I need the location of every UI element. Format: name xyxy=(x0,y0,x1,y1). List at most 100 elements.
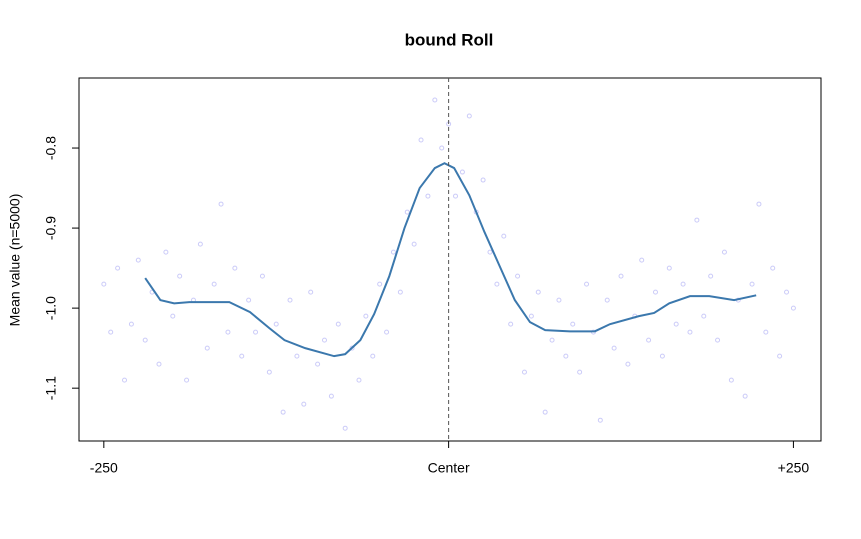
point xyxy=(749,281,755,287)
point xyxy=(715,337,721,343)
point xyxy=(335,321,341,327)
point xyxy=(728,377,734,383)
point xyxy=(301,401,307,407)
point xyxy=(556,297,562,303)
point xyxy=(294,353,300,359)
point xyxy=(315,361,321,367)
point xyxy=(694,217,700,223)
point xyxy=(528,313,534,319)
point xyxy=(625,361,631,367)
x-tick-label: +250 xyxy=(778,460,810,476)
point xyxy=(439,145,445,151)
point xyxy=(363,313,369,319)
point xyxy=(459,169,465,175)
point xyxy=(356,377,362,383)
point xyxy=(646,337,652,343)
point xyxy=(204,345,210,351)
y-tick-label: -0.8 xyxy=(43,136,59,160)
point xyxy=(784,289,790,295)
point xyxy=(666,265,672,271)
point xyxy=(432,97,438,103)
point xyxy=(577,369,583,375)
point xyxy=(659,353,665,359)
point xyxy=(611,345,617,351)
point xyxy=(218,201,224,207)
point xyxy=(742,393,748,399)
point xyxy=(487,249,493,255)
point xyxy=(101,281,107,287)
point xyxy=(184,377,190,383)
plot-frame xyxy=(78,77,822,442)
point xyxy=(225,329,231,335)
point xyxy=(328,393,334,399)
point xyxy=(453,193,459,199)
point xyxy=(321,337,327,343)
point xyxy=(397,289,403,295)
point xyxy=(756,201,762,207)
y-tick-label: -1.0 xyxy=(43,296,59,320)
point xyxy=(466,113,472,119)
point xyxy=(570,321,576,327)
point xyxy=(135,257,141,263)
point xyxy=(680,281,686,287)
point xyxy=(549,337,555,343)
point xyxy=(687,329,693,335)
point xyxy=(390,249,396,255)
point xyxy=(108,329,114,335)
point xyxy=(604,297,610,303)
point xyxy=(535,289,541,295)
point xyxy=(266,369,272,375)
point xyxy=(508,321,514,327)
point xyxy=(639,257,645,263)
point xyxy=(777,353,783,359)
point xyxy=(494,281,500,287)
point xyxy=(287,297,293,303)
chart-title: bound Roll xyxy=(405,30,494,49)
point xyxy=(411,241,417,247)
point xyxy=(253,329,259,335)
point xyxy=(177,273,183,279)
point xyxy=(770,265,776,271)
point xyxy=(342,425,348,431)
point xyxy=(170,313,176,319)
point xyxy=(701,313,707,319)
point xyxy=(273,321,279,327)
point xyxy=(521,369,527,375)
point xyxy=(259,273,265,279)
point xyxy=(377,281,383,287)
point xyxy=(721,249,727,255)
point xyxy=(246,297,252,303)
point xyxy=(673,321,679,327)
point xyxy=(280,409,286,415)
point xyxy=(211,281,217,287)
point xyxy=(384,329,390,335)
smooth-line xyxy=(144,162,757,358)
point xyxy=(418,137,424,143)
point xyxy=(584,281,590,287)
point xyxy=(122,377,128,383)
point xyxy=(708,273,714,279)
point xyxy=(763,329,769,335)
point xyxy=(425,193,431,199)
point xyxy=(349,345,355,351)
y-tick-label: -1.1 xyxy=(43,376,59,400)
point xyxy=(501,233,507,239)
point xyxy=(197,241,203,247)
point xyxy=(652,289,658,295)
x-tick-label: Center xyxy=(428,460,470,476)
point xyxy=(128,321,134,327)
point xyxy=(597,417,603,423)
point xyxy=(515,273,521,279)
y-axis-label: Mean value (n=5000) xyxy=(7,194,23,327)
y-tick-label: -0.9 xyxy=(43,216,59,240)
point xyxy=(239,353,245,359)
point xyxy=(618,273,624,279)
point xyxy=(790,305,796,311)
point xyxy=(370,353,376,359)
point xyxy=(156,361,162,367)
point xyxy=(308,289,314,295)
point xyxy=(480,177,486,183)
point xyxy=(142,337,148,343)
point xyxy=(404,209,410,215)
point xyxy=(232,265,238,271)
